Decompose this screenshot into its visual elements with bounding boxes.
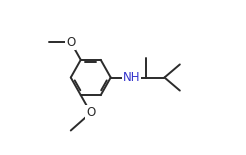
- Text: NH: NH: [123, 71, 140, 84]
- Text: O: O: [86, 106, 95, 119]
- Text: O: O: [66, 36, 75, 49]
